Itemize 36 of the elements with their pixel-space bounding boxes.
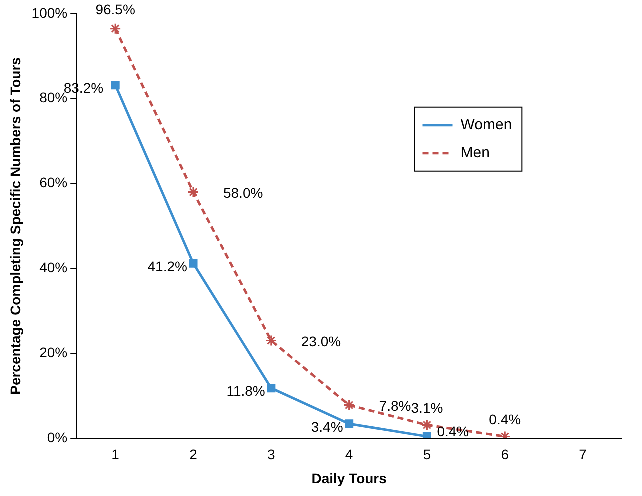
data-label: 0.4% [489,412,522,428]
point [421,419,433,431]
x-tick-label: 1 [112,446,120,463]
data-label: 3.4% [311,418,344,435]
y-tick-label: 60% [40,174,68,191]
point [110,23,122,35]
point [344,400,356,412]
legend-label: Men [460,144,490,162]
data-label: 41.2% [148,258,188,274]
point [111,81,120,90]
data-label: 23.0% [301,334,342,350]
point [345,420,354,428]
x-tick-label: 3 [267,446,276,463]
data-label: 96.5% [96,2,136,18]
point [189,259,198,268]
y-tick-label: 20% [40,344,68,360]
x-tick-label: 5 [423,446,432,463]
point [188,186,200,198]
y-tick-label: 100% [32,4,68,21]
data-label: 11.8% [226,383,266,400]
x-tick-label: 2 [190,446,198,463]
x-tick-label: 6 [501,446,510,463]
x-tick-label: 4 [345,446,354,463]
y-tick-label: 0% [47,429,68,446]
point [267,384,276,393]
data-label: 58.0% [223,185,264,202]
x-tick-label: 7 [579,446,588,463]
data-label: 7.8% [379,398,412,414]
y-axis-title: Percentage Completing Specific Numbers of Tours [7,57,24,395]
legend-label: Women [460,116,512,134]
data-label: 0.4% [437,424,470,440]
y-tick-label: 40% [40,260,68,276]
point [266,335,278,347]
point [422,432,432,438]
x-axis-title: Daily Tours [312,470,388,486]
data-label: 3.1% [411,400,444,416]
